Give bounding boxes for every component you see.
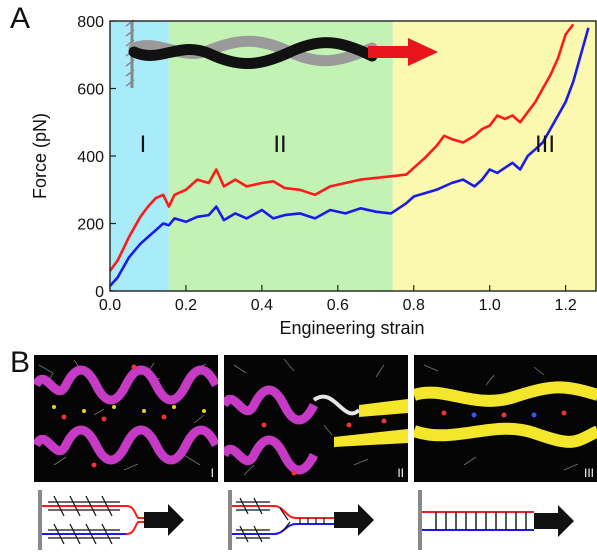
pulling-schematic: [125, 19, 438, 88]
pull-arrow-icon: [168, 504, 184, 536]
helix-sheet-image-2: [224, 358, 408, 476]
series-line-2: [109, 27, 590, 287]
y-tick-label: 200: [77, 217, 104, 234]
x-tick-label: 0.2: [175, 297, 197, 314]
black-filament: [128, 37, 378, 69]
x-tick-label: 0.6: [327, 297, 349, 314]
y-tick-label: 600: [77, 82, 104, 99]
stage-tag-3: III: [583, 466, 594, 480]
schematic-stage-1: [38, 490, 184, 550]
anchor-wall: [418, 490, 422, 550]
pull-arrow-icon: [408, 38, 438, 66]
snapshot-stage-1: I: [34, 355, 218, 482]
pull-arrow-shaft: [368, 46, 410, 58]
x-tick-label: 0.0: [99, 297, 121, 314]
blue-strand: [232, 523, 334, 535]
red-strand: [42, 505, 144, 535]
x-tick-label: 1.2: [555, 297, 577, 314]
helix-image-1: [34, 359, 218, 471]
helix-bottom: [34, 425, 218, 465]
unfolded-coil: [312, 394, 361, 416]
schematic-stage-3: [418, 490, 574, 550]
region-label-3: III: [535, 131, 555, 158]
panel-a-label: A: [10, 2, 31, 35]
schematic-stage-2: [228, 490, 374, 550]
sheet-strand-top: [359, 399, 408, 417]
red-strand: [232, 505, 334, 519]
helix-remnant-bottom: [224, 435, 319, 475]
x-tick-label: 0.4: [251, 297, 273, 314]
sheet-strand-bottom: [334, 429, 408, 447]
pull-block: [144, 512, 168, 528]
anchor-wall: [228, 490, 232, 550]
region-band-2: [168, 21, 393, 291]
region-band-3: [392, 21, 596, 291]
panel-b-label: B: [10, 346, 31, 379]
sheet-image-3: [414, 364, 597, 471]
stage-tag-2: II: [397, 466, 404, 480]
region-label-2: II: [273, 131, 286, 158]
region-label-1: I: [140, 131, 147, 158]
sheet-strand-lower: [414, 422, 597, 448]
y-tick-label: 400: [77, 149, 104, 166]
x-tick-label: 0.8: [403, 297, 425, 314]
x-axis-label: Engineering strain: [279, 318, 424, 338]
force-strain-chart: I II III 0.0 0.2 0.4 0.6 0.8 1.0 1.2 0 200 400 600…: [30, 14, 597, 338]
pull-block: [534, 513, 558, 529]
pull-arrow-icon: [558, 505, 574, 537]
sheet-strand-upper: [414, 381, 597, 407]
series-line-1: [108, 23, 575, 272]
y-tick-label: 800: [77, 14, 104, 31]
snapshot-stage-3: III: [414, 355, 597, 482]
snapshot-stage-2: II: [224, 355, 408, 482]
helix-remnant-top: [224, 385, 319, 425]
anchor-wall: [38, 490, 42, 550]
helix-top: [34, 365, 218, 405]
pull-arrow-icon: [358, 504, 374, 536]
y-tick-label: 0: [95, 284, 104, 301]
y-axis-label: Force (pN): [30, 113, 50, 199]
pull-block: [334, 512, 358, 528]
stage-tag-1: I: [210, 466, 214, 480]
x-tick-label: 1.0: [479, 297, 501, 314]
